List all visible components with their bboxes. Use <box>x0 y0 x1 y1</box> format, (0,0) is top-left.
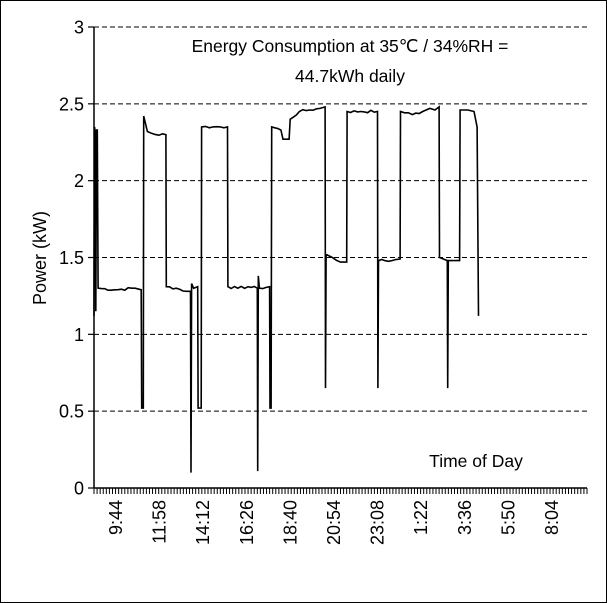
y-tick-label: 2 <box>74 171 84 191</box>
x-tick-label: 18:40 <box>280 500 300 545</box>
y-tick-label: 1 <box>74 325 84 345</box>
x-tick-label: 14:12 <box>193 500 213 545</box>
x-tick-label: 8:04 <box>542 500 562 535</box>
annotation-line-2: 44.7kWh daily <box>295 66 405 86</box>
x-axis-ticks <box>93 488 588 494</box>
x-tick-label: 11:58 <box>150 500 170 544</box>
annotation-line-1: Energy Consumption at 35℃ / 34%RH = <box>192 36 509 56</box>
y-axis-ticks <box>88 26 94 489</box>
x-tick-label: 1:22 <box>411 500 431 535</box>
x-tick-label: 9:44 <box>106 500 126 535</box>
x-tick-label: 16:26 <box>237 500 257 545</box>
power-series-line <box>93 105 480 473</box>
x-tick-label: 20:54 <box>324 500 344 545</box>
y-axis-title: Power (kW) <box>30 211 50 305</box>
x-tick-label: 5:50 <box>498 500 518 535</box>
y-tick-label: 0 <box>74 479 84 499</box>
y-tick-label: 3 <box>74 18 84 38</box>
y-tick-labels: 0 0.5 1 1.5 2 2.5 3 <box>59 18 84 499</box>
gridlines <box>94 26 587 412</box>
x-tick-labels: 9:44 11:58 14:12 16:26 18:40 20:54 23:08 1:22 3:… <box>106 500 562 545</box>
x-tick-label: 23:08 <box>368 500 388 545</box>
y-tick-label: 1.5 <box>59 248 84 268</box>
time-of-day-label: Time of Day <box>429 451 523 471</box>
y-tick-label: 2.5 <box>59 94 84 114</box>
y-tick-label: 0.5 <box>59 402 84 422</box>
x-tick-label: 3:36 <box>455 500 475 535</box>
